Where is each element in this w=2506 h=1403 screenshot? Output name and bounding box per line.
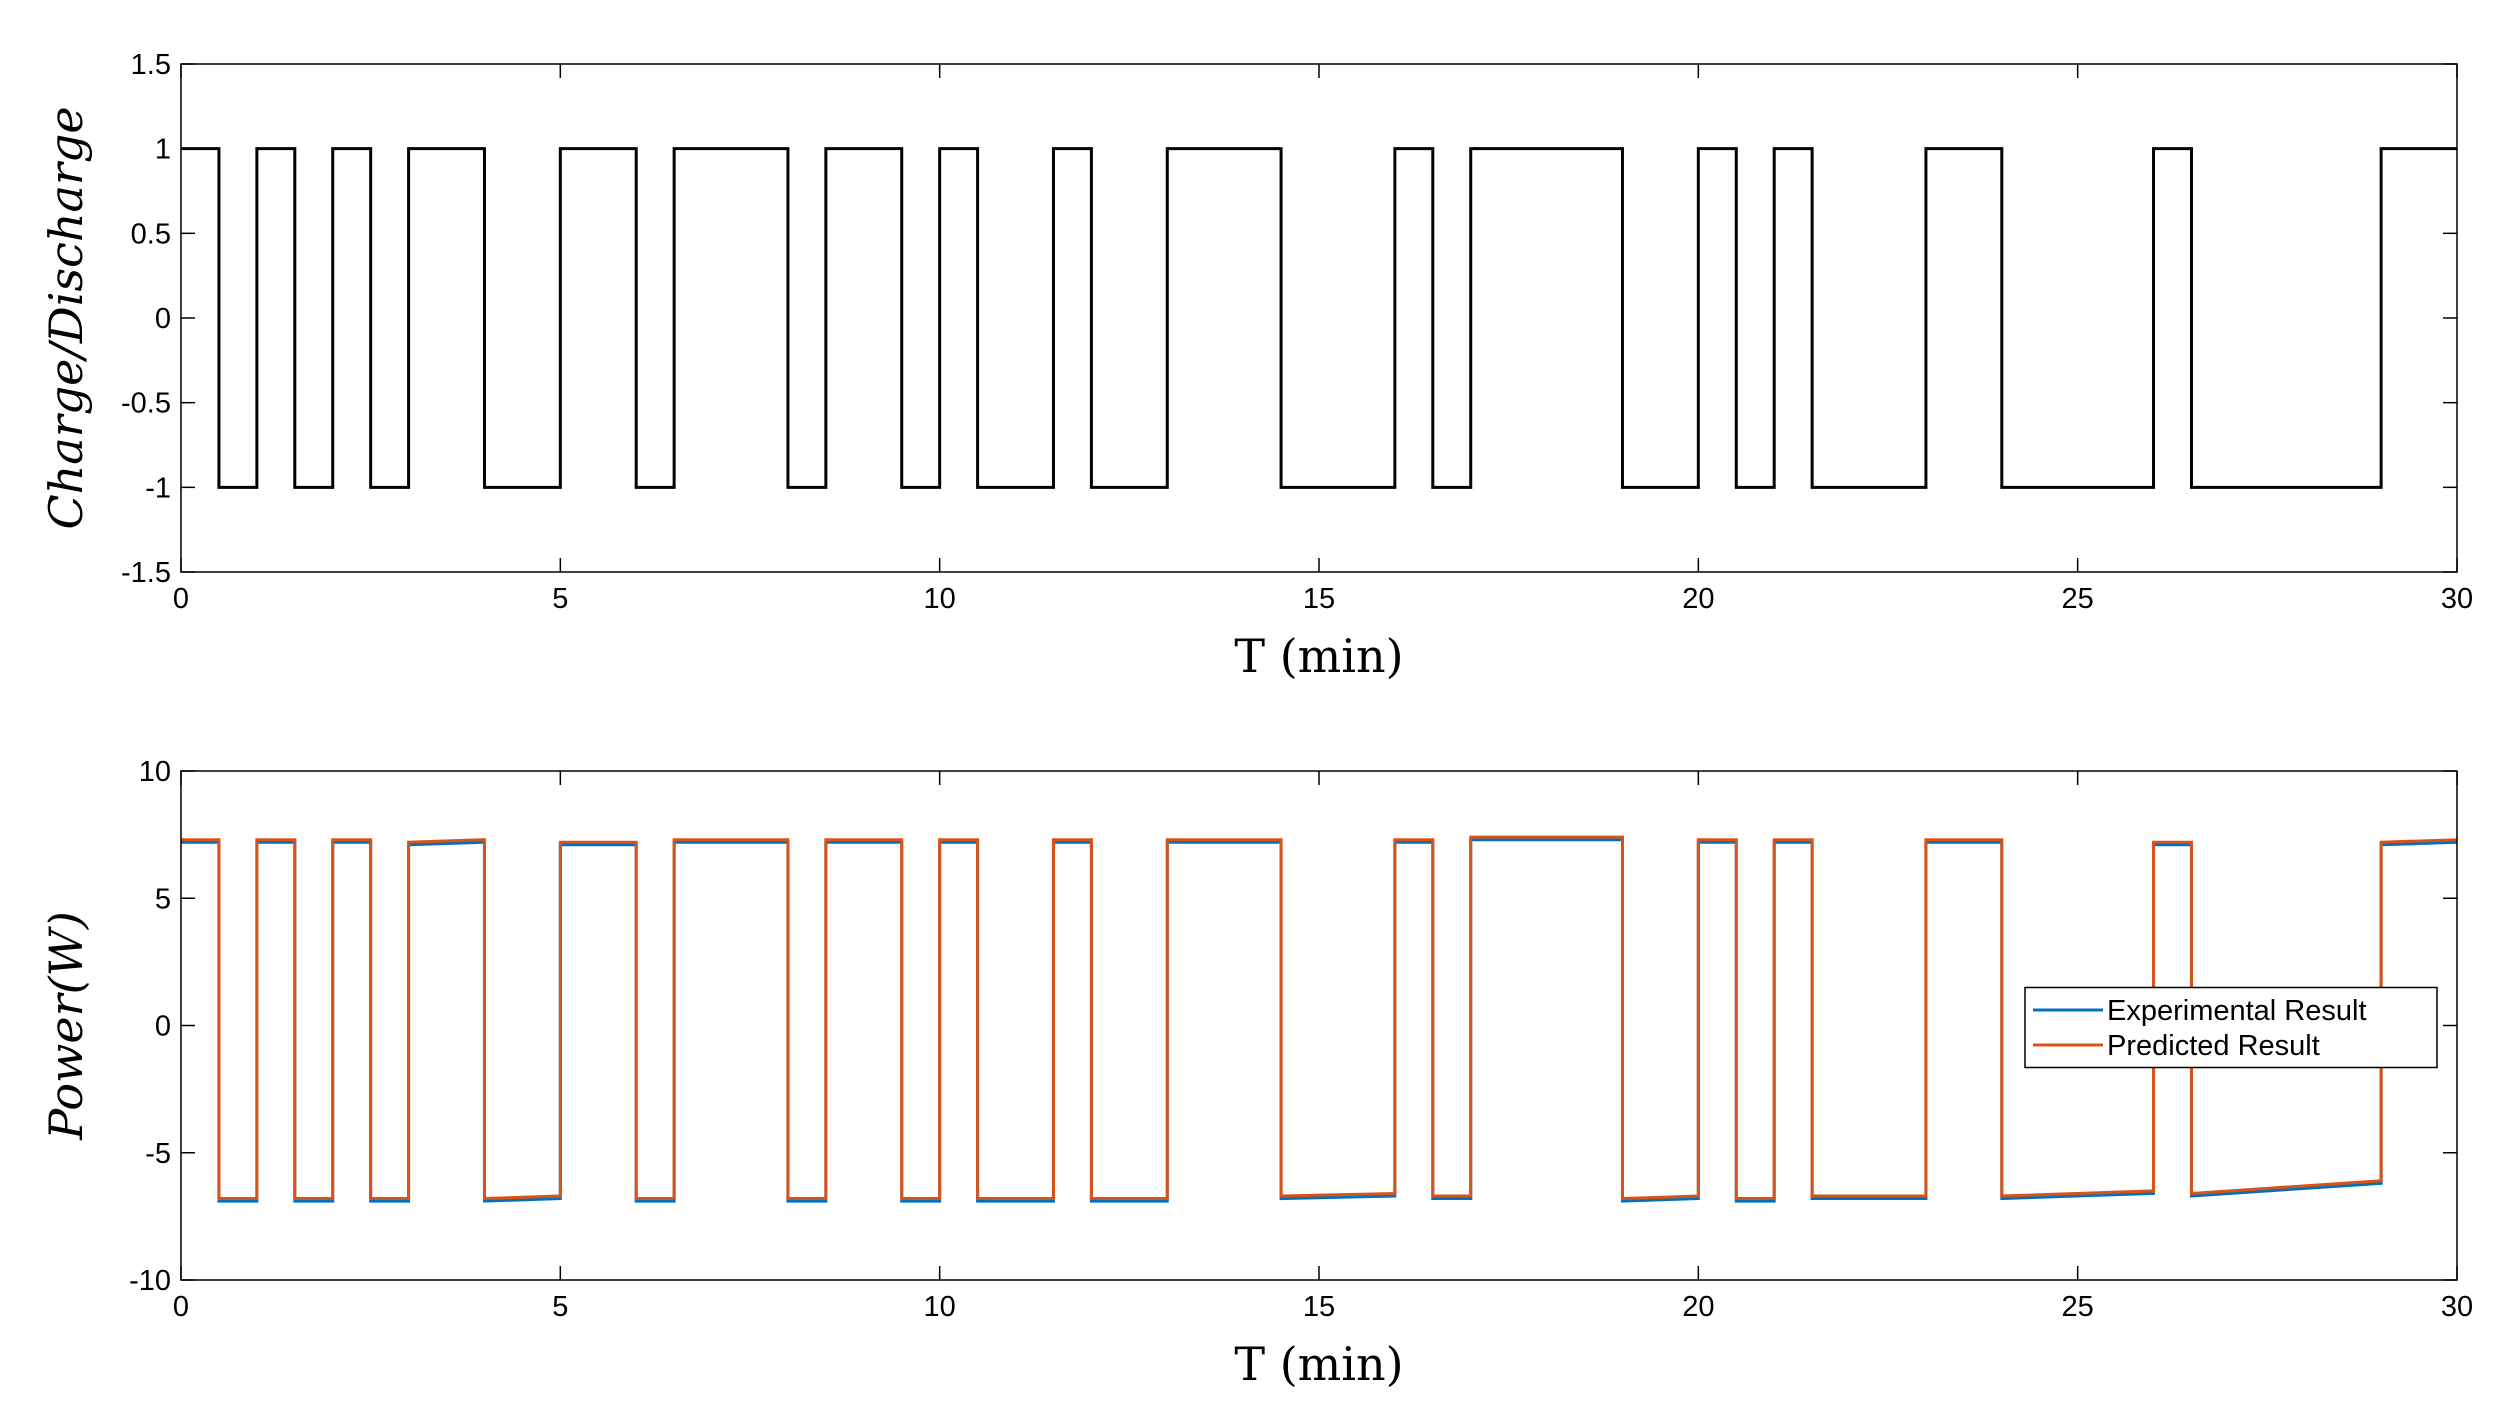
axes-box — [180, 770, 2458, 1281]
legend-label: Experimental Result — [2107, 995, 2367, 1027]
legend-label: Predicted Result — [2107, 1030, 2320, 1062]
x-tick-label: 30 — [2441, 1291, 2473, 1323]
x-tick-label: 5 — [552, 583, 568, 615]
y-axis-label: Charge/Discharge — [39, 106, 93, 529]
plot-area — [181, 64, 2457, 572]
x-tick-label: 25 — [2062, 1291, 2094, 1323]
plot: 0 5 10 15 20 25 30 -10 -5 0 5 10 T (min) Power(W) Expe… — [39, 756, 2473, 1391]
y-tick-label: 5 — [155, 883, 171, 915]
axes-box — [180, 63, 2458, 573]
x-axis-label: T (min) — [1234, 629, 1403, 683]
plot: 0 5 10 15 20 25 30 -1.5 -1 -0.5 0 0.5 1 1.5 T (min) Cha… — [39, 49, 2473, 683]
y-tick-label: 0 — [155, 1011, 171, 1043]
y-tick-label: -10 — [129, 1265, 171, 1297]
y-tick-label: -1.5 — [121, 557, 171, 589]
x-tick-label: 10 — [924, 1291, 956, 1323]
x-tick-label: 5 — [552, 1291, 568, 1323]
x-tick-label: 20 — [1682, 583, 1714, 615]
x-tick-label: 0 — [173, 1291, 189, 1323]
series-line — [181, 147, 2457, 489]
legend-box — [2024, 986, 2438, 1069]
y-tick-label: -1 — [145, 472, 171, 504]
x-tick-label: 15 — [1303, 1291, 1335, 1323]
y-tick-label: 10 — [139, 756, 171, 788]
y-tick-label: 1.5 — [131, 49, 171, 81]
x-tick-label: 10 — [924, 583, 956, 615]
x-axis-label: T (min) — [1234, 1337, 1403, 1391]
y-axis-label: Power(W) — [39, 911, 93, 1141]
x-tick-label: 0 — [173, 583, 189, 615]
x-tick-label: 30 — [2441, 583, 2473, 615]
series-line — [181, 838, 2458, 1203]
y-tick-label: 1 — [155, 134, 171, 166]
y-tick-label: 0.5 — [131, 218, 171, 250]
x-tick-label: 20 — [1682, 1291, 1714, 1323]
x-tick-label: 15 — [1303, 583, 1335, 615]
y-tick-label: -5 — [145, 1138, 171, 1170]
series-line — [181, 835, 2458, 1201]
y-tick-label: 0 — [155, 303, 171, 335]
y-tick-label: -0.5 — [121, 388, 171, 420]
x-tick-label: 25 — [2062, 583, 2094, 615]
